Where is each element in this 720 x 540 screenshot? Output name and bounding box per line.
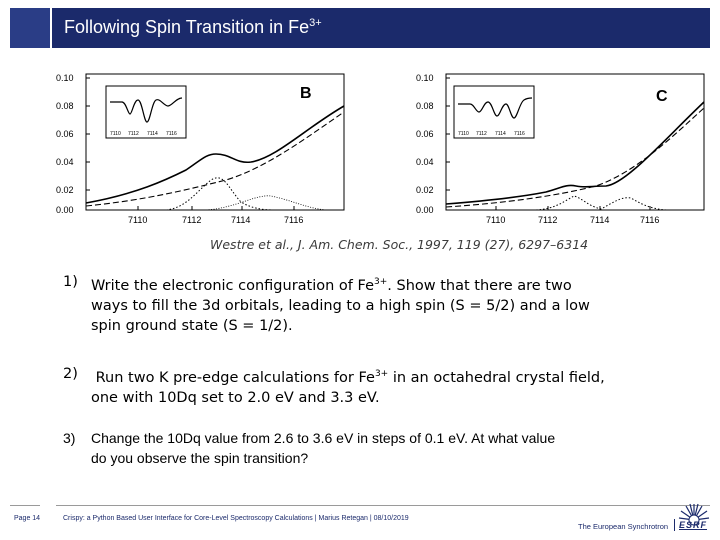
inset-tick-label: 7114 (147, 131, 158, 137)
spectrum-plot-c-svg: 0.10 0.08 0.06 0.04 0.02 0.00 7110 7112 … (416, 73, 705, 225)
spectrum-plot-b-svg: 0.10 0.08 0.06 0.04 0.02 0.00 7110 7112 … (56, 73, 345, 225)
inset-plot-frame (105, 85, 187, 139)
slide-title: Following Spin Transition in Fe3+ (64, 17, 322, 37)
inset-tick-label: 7114 (495, 131, 506, 137)
x-tick-label: 7114 (590, 215, 609, 225)
inset-derivative-spectrum (110, 97, 183, 123)
y-tick-label: 0.06 (56, 129, 74, 139)
task-number: 3) (63, 430, 76, 446)
footer-separator (674, 519, 675, 531)
plot-frame (85, 73, 345, 211)
inset-tick-label: 7116 (166, 131, 177, 137)
y-tick-label: 0.10 (56, 73, 74, 83)
experimental-spectrum (85, 105, 345, 204)
inset-tick-label: 7110 (458, 131, 469, 137)
secondary-component (205, 195, 327, 211)
page-number: Page 14 (14, 515, 41, 522)
y-tick-label: 0.04 (416, 157, 434, 167)
background-fit (445, 107, 705, 208)
footer-caption: Crispy: a Python Based User Interface fo… (63, 515, 409, 522)
figure-citation: Westre et al., J. Am. Chem. Soc., 1997, … (210, 237, 589, 252)
task-number: 1) (63, 274, 78, 290)
y-tick-label: 0.02 (56, 185, 74, 195)
y-tick-label: 0.04 (56, 157, 74, 167)
y-tick-label: 0.02 (416, 185, 434, 195)
inset-tick-label: 7112 (476, 131, 487, 137)
x-tick-label: 7114 (231, 215, 250, 225)
task-number: 2) (63, 366, 78, 382)
footer-divider (56, 505, 710, 506)
task-text: Change the 10Dq value from 2.6 to 3.6 eV… (91, 430, 556, 466)
x-tick-label: 7112 (182, 215, 201, 225)
task-text: Run two K pre-edge calculations for Fe3+… (91, 369, 605, 406)
header-bar: Following Spin Transition in Fe3+ (10, 8, 710, 48)
inset-tick-label: 7110 (110, 131, 121, 137)
experimental-spectrum (445, 101, 705, 205)
pre-edge-component (535, 195, 667, 211)
organization-name: The European Synchrotron (578, 522, 669, 531)
y-tick-label: 0.08 (416, 101, 434, 111)
x-tick-label: 7110 (128, 215, 147, 225)
y-tick-label: 0.00 (56, 205, 74, 215)
y-tick-label: 0.08 (56, 101, 74, 111)
y-tick-label: 0.06 (416, 129, 434, 139)
spectrum-plot-c: 0.10 0.08 0.06 0.04 0.02 0.00 7110 7112 … (416, 68, 706, 228)
inset-tick-label: 7116 (514, 131, 525, 137)
pre-edge-component (165, 177, 277, 211)
panel-label: B (300, 85, 312, 102)
x-tick-label: 7110 (486, 215, 505, 225)
spectrum-plot-b: 0.10 0.08 0.06 0.04 0.02 0.00 7110 7112 … (56, 68, 346, 228)
esrf-logo-icon (678, 503, 710, 526)
task-text: Write the electronic configuration of Fe… (91, 277, 590, 334)
x-tick-label: 7112 (538, 215, 557, 225)
esrf-logo-text: ESRF (679, 520, 708, 530)
plot-frame (445, 73, 705, 211)
panel-label: C (656, 88, 668, 105)
y-tick-label: 0.00 (416, 205, 434, 215)
background-fit (85, 111, 345, 207)
footer-divider-left (10, 505, 40, 506)
x-tick-label: 7116 (640, 215, 659, 225)
header-accent-block (10, 8, 52, 48)
x-tick-label: 7116 (284, 215, 303, 225)
inset-tick-label: 7112 (128, 131, 139, 137)
inset-derivative-spectrum (458, 97, 533, 119)
y-tick-label: 0.10 (416, 73, 434, 83)
